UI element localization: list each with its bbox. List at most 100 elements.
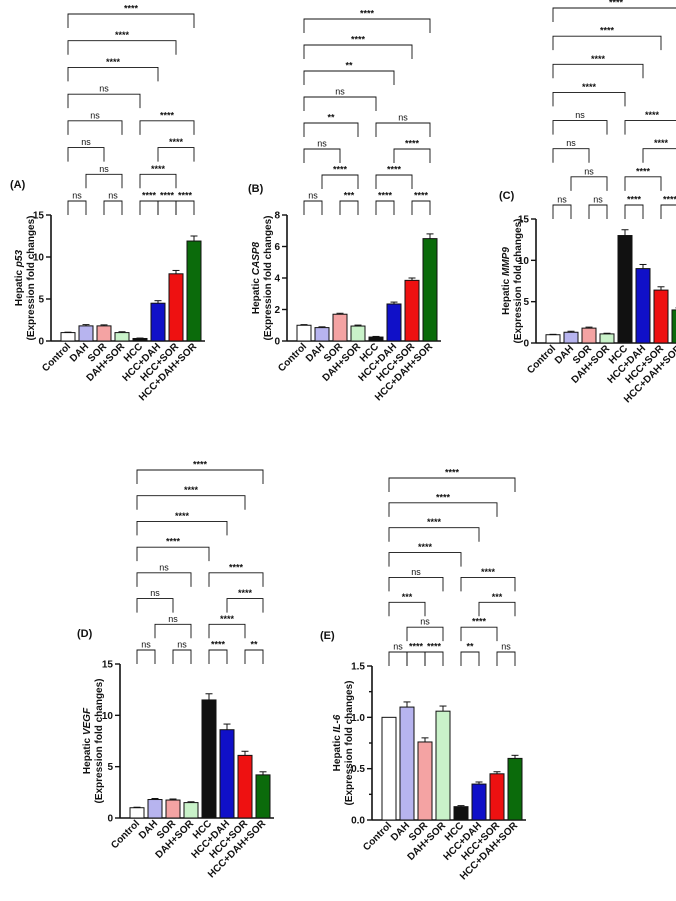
significance-bracket	[375, 200, 395, 215]
bar-hcc	[201, 699, 217, 819]
significance-bracket	[624, 204, 644, 219]
bar-sor	[332, 313, 348, 342]
significance-bracket	[496, 651, 516, 666]
significance-bracket	[136, 572, 192, 587]
significance-label: ****	[160, 110, 175, 120]
significance-label: ****	[427, 642, 442, 652]
significance-bracket	[172, 649, 192, 664]
y-axis-label-units: (Expression fold changes)	[26, 215, 37, 340]
significance-bracket	[303, 44, 413, 59]
significance-label: **	[345, 61, 353, 71]
significance-label: ****	[627, 195, 642, 205]
y-tick-label: 10	[518, 256, 530, 267]
significance-bracket	[67, 200, 87, 215]
significance-label: ****	[211, 640, 226, 650]
bar-control	[545, 334, 561, 344]
significance-label: ****	[591, 54, 606, 64]
significance-bracket	[406, 651, 426, 666]
y-tick-label: 5	[107, 762, 113, 773]
significance-label: ****	[166, 537, 181, 547]
significance-bracket	[303, 122, 359, 137]
significance-bracket	[303, 148, 341, 163]
bar-control	[381, 716, 397, 821]
y-tick-label: 0.5	[351, 764, 365, 775]
y-tick-label: 15	[33, 211, 45, 222]
significance-bracket	[552, 120, 608, 135]
significance-label: ****	[124, 4, 139, 14]
significance-label: ns	[99, 164, 109, 174]
bar-dah-sor	[435, 710, 451, 821]
significance-bracket	[588, 204, 608, 219]
x-tick-label: DAH	[68, 341, 91, 364]
significance-bracket	[67, 13, 195, 28]
significance-bracket	[339, 200, 359, 215]
significance-bracket	[388, 502, 498, 517]
significance-bracket	[375, 174, 413, 189]
bar-dah	[78, 325, 94, 342]
significance-label: ****	[351, 35, 366, 45]
significance-label: ****	[184, 485, 199, 495]
y-tick-label: 2	[274, 305, 280, 316]
significance-bracket	[136, 598, 174, 613]
significance-label: ****	[436, 492, 451, 502]
significance-label: ****	[360, 9, 375, 19]
bar-hcc-sor	[168, 273, 184, 342]
significance-bracket	[321, 174, 359, 189]
y-axis-label-units: (Expression fold changes)	[513, 218, 524, 343]
bar-sor	[96, 325, 112, 342]
significance-bracket	[139, 173, 177, 189]
y-tick-label: 0	[274, 337, 280, 348]
chart-panel-b: (B) Hepatic CASP8 (Expression fold changes…	[248, 9, 441, 403]
significance-label: **	[250, 640, 258, 650]
significance-bracket	[85, 173, 123, 189]
significance-label: ****	[178, 191, 193, 201]
bar-dah-sor	[350, 325, 366, 342]
y-tick-label: 8	[274, 211, 280, 222]
chart-panel-a: (A) Hepatic p53 (Expression fold changes)0…	[10, 4, 205, 403]
bar-control	[129, 807, 145, 819]
significance-label: **	[466, 642, 474, 652]
significance-bracket	[460, 651, 480, 666]
significance-bracket	[411, 200, 431, 215]
bar-hcc	[368, 336, 384, 342]
significance-bracket	[460, 626, 498, 642]
bar-hcc-sor	[489, 773, 505, 821]
significance-bracket	[642, 148, 676, 163]
significance-label: ns	[411, 567, 421, 577]
significance-label: ns	[335, 87, 345, 97]
panel-label: (C)	[499, 190, 515, 202]
significance-label: ****	[645, 110, 660, 120]
x-tick-label: DAH	[137, 818, 160, 841]
significance-bracket	[103, 200, 123, 215]
significance-bracket	[157, 200, 177, 215]
x-tick-label: DAH	[304, 341, 327, 364]
bar-hcc-dah-sor	[507, 757, 523, 821]
bar-dah	[563, 331, 579, 344]
bar-dah-sor	[183, 802, 199, 819]
bar-dah-sor	[114, 332, 130, 342]
panel-label: (B)	[248, 183, 264, 195]
significance-label: ****	[169, 137, 184, 147]
bar-sor	[581, 327, 597, 344]
bar-hcc-sor	[653, 289, 669, 344]
significance-bracket	[388, 651, 408, 666]
significance-label: ****	[142, 191, 157, 201]
bar-hcc-sor	[404, 279, 420, 342]
significance-label: ***	[344, 191, 355, 201]
significance-bracket	[624, 176, 662, 191]
significance-bracket	[570, 176, 608, 191]
bar-hcc-sor	[237, 754, 253, 819]
bar-hcc	[453, 806, 469, 821]
significance-label: ns	[398, 113, 408, 123]
significance-label: ns	[317, 139, 327, 149]
significance-label: ***	[492, 592, 503, 602]
significance-label: ****	[427, 517, 442, 527]
significance-label: ****	[193, 460, 208, 470]
significance-bracket	[393, 148, 431, 163]
significance-label: ns	[72, 191, 82, 201]
y-axis-label: Hepatic p53	[14, 249, 25, 306]
significance-label: ns	[501, 642, 511, 652]
significance-bracket	[552, 204, 572, 219]
significance-label: ns	[108, 191, 118, 201]
